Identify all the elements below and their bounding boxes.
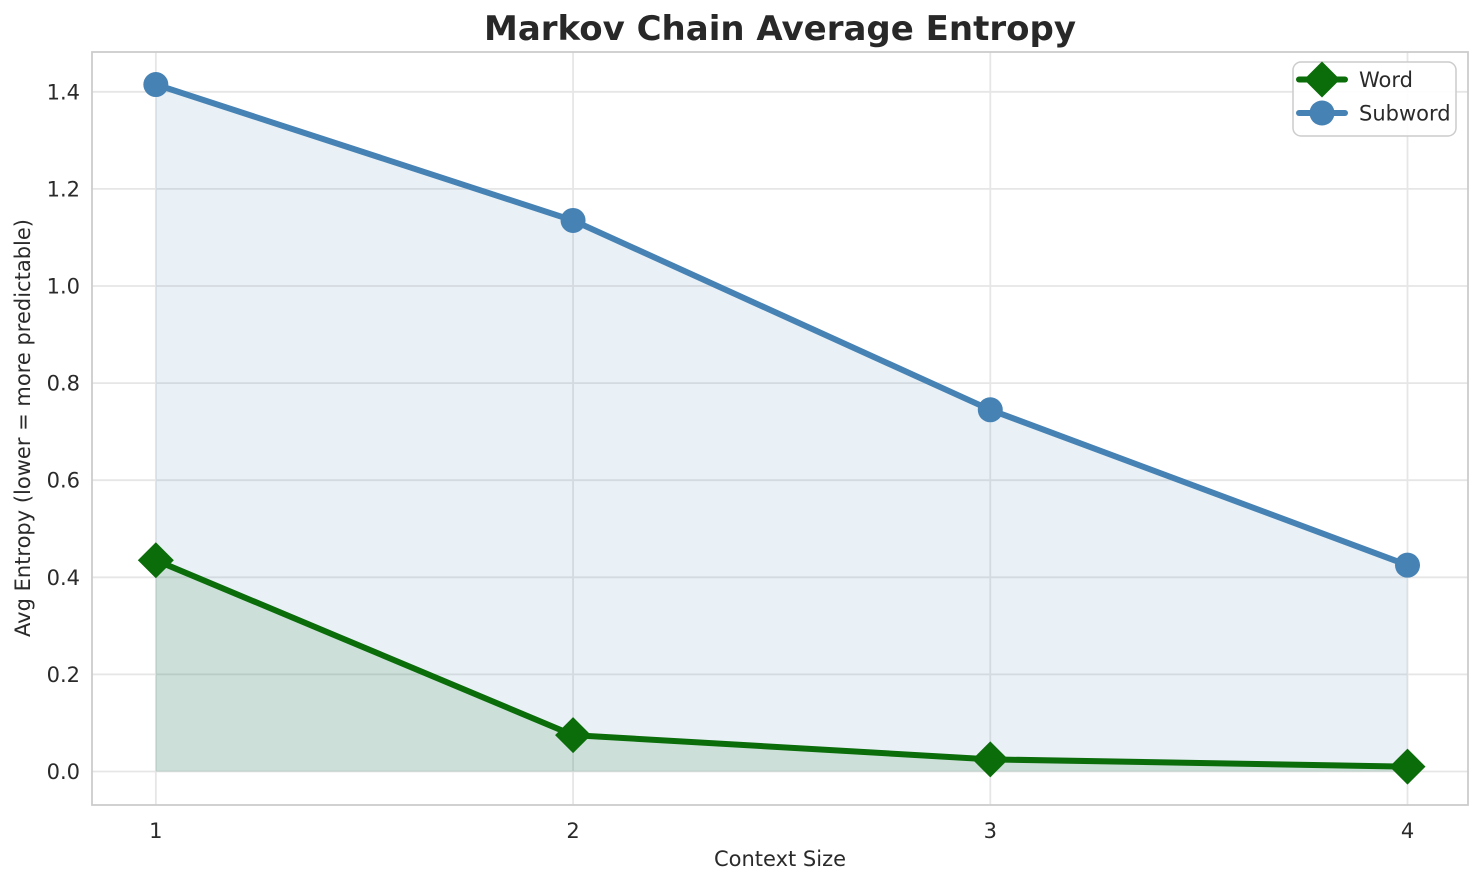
data-point-word-diamond-marker xyxy=(972,741,1009,778)
legend-word-diamond-marker xyxy=(1304,61,1340,98)
y-tick-label: 1.0 xyxy=(47,275,80,299)
data-point-word-diamond-marker xyxy=(555,717,592,754)
tick-label-layer: 0.0 0.2 0.4 0.6 0.8 1.0 1.2 1.4 1 2 3 4 xyxy=(47,80,1415,843)
legend-label-subword: Subword xyxy=(1359,102,1451,126)
data-point-word-diamond-marker xyxy=(137,542,174,579)
area-fill-layer xyxy=(155,84,1408,772)
area-fill-subword xyxy=(155,84,1408,772)
y-tick-label: 1.2 xyxy=(47,177,80,201)
chart-title: Markov Chain Average Entropy xyxy=(484,9,1076,49)
axes-spines xyxy=(91,51,1469,806)
series-line-word xyxy=(152,557,1411,770)
x-tick-label: 1 xyxy=(149,819,162,843)
legend: Word Subword xyxy=(1292,61,1457,137)
area-fill-word xyxy=(155,560,1408,772)
x-axis-label: Context Size xyxy=(714,847,846,871)
legend-label-word: Word xyxy=(1359,68,1413,92)
series-line-layer xyxy=(152,81,1411,770)
y-tick-label: 1.4 xyxy=(47,80,80,104)
data-point-subword-circle-marker xyxy=(977,397,1003,423)
y-tick-label: 0.8 xyxy=(47,372,80,396)
data-point-word-diamond-marker xyxy=(1389,748,1426,785)
x-tick-label: 3 xyxy=(984,819,997,843)
data-point-subword-circle-marker xyxy=(143,72,169,98)
y-tick-label: 0.4 xyxy=(47,566,80,590)
plot-border xyxy=(91,51,1469,806)
y-tick-label: 0.0 xyxy=(47,760,80,784)
x-tick-label: 2 xyxy=(566,819,579,843)
x-tick-label: 4 xyxy=(1401,819,1414,843)
y-tick-label: 0.6 xyxy=(47,469,80,493)
grid-layer xyxy=(92,52,1468,805)
legend-subword-circle-marker xyxy=(1309,100,1335,126)
data-point-subword-circle-marker xyxy=(560,207,586,233)
series-marker-layer xyxy=(137,72,1426,785)
y-tick-label: 0.2 xyxy=(47,663,80,687)
series-line-subword xyxy=(152,81,1411,569)
y-axis-label: Avg Entropy (lower = more predictable) xyxy=(11,219,35,637)
data-point-subword-circle-marker xyxy=(1395,552,1421,578)
